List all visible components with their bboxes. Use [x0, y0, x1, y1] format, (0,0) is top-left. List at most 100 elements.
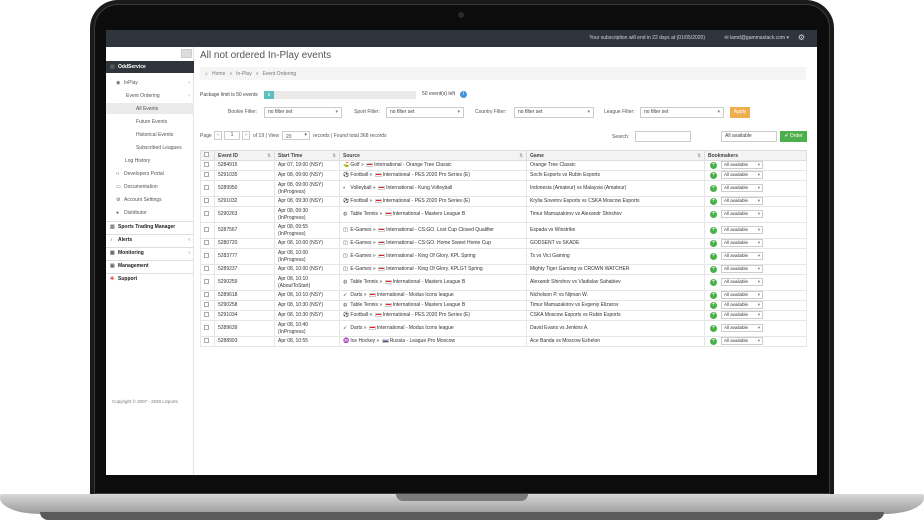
page-input[interactable]: 1 — [224, 131, 240, 140]
sidebar-item-distributor[interactable]: ● Distributor — [106, 207, 194, 218]
sidebar-item-support[interactable]: ✚ Support — [106, 273, 194, 284]
flag-icon — [368, 292, 376, 297]
bookmaker-select[interactable]: All available ▾ — [721, 301, 763, 310]
add-bookmaker-button[interactable]: + — [710, 239, 717, 247]
bookmaker-select[interactable]: All available ▾ — [721, 161, 763, 170]
sidebar-item-all-events[interactable]: All Events — [106, 103, 194, 114]
sidebar-item-management[interactable]: ▣ Management — [106, 260, 194, 271]
league-name: Orange Tree Classic — [406, 162, 452, 168]
add-bookmaker-button[interactable]: + — [710, 265, 717, 273]
chevron-down-icon: ▾ — [587, 109, 590, 115]
sidebar-collapse-button[interactable] — [181, 49, 192, 58]
row-checkbox[interactable] — [200, 336, 215, 347]
league-name: King Of Glory. KPLGT Spring — [418, 266, 483, 272]
bookmaker-select[interactable]: All available ▾ — [721, 265, 763, 274]
row-checkbox[interactable] — [200, 160, 215, 171]
start-time-cell: Apr 08, 09:55 (InProgress) — [274, 222, 340, 239]
row-checkbox[interactable] — [200, 310, 215, 321]
order-button[interactable]: ✔ Order — [780, 131, 807, 142]
row-checkbox[interactable] — [200, 320, 215, 337]
select-value: no filter set — [390, 109, 415, 115]
bookmaker-select[interactable]: All available ▾ — [721, 337, 763, 346]
sidebar-item-sports-trading-manager[interactable]: ▥ Sports Trading Manager — [106, 221, 194, 232]
column-start-time[interactable]: Start Time ⇅ — [274, 150, 340, 161]
bookmaker-select[interactable]: All available ▾ — [721, 291, 763, 300]
row-checkbox[interactable] — [200, 290, 215, 301]
prev-page-button[interactable]: ‹ — [214, 131, 222, 140]
column-source[interactable]: Source ⇅ — [339, 150, 527, 161]
sidebar-item-developers-portal[interactable]: ‹› Developers Portal — [106, 168, 194, 179]
add-bookmaker-button[interactable]: + — [710, 337, 717, 345]
availability-select[interactable]: All available — [721, 131, 777, 142]
sidebar-item-account-settings[interactable]: ⚙ Account Settings — [106, 194, 194, 205]
bookmaker-select[interactable]: All available ▾ — [721, 324, 763, 333]
bookmaker-select[interactable]: All available ▾ — [721, 171, 763, 180]
per-page-select[interactable]: 20 ▾ — [282, 131, 310, 140]
checkbox-icon — [204, 197, 209, 203]
row-checkbox[interactable] — [200, 196, 215, 207]
add-bookmaker-button[interactable]: + — [710, 226, 717, 234]
bookmaker-select[interactable]: All available ▾ — [721, 197, 763, 206]
sidebar-item-log-history[interactable]: Log History — [106, 155, 194, 166]
bookmaker-select[interactable]: All available ▾ — [721, 210, 763, 219]
add-bookmaker-button[interactable]: + — [710, 197, 717, 205]
breadcrumb-inplay[interactable]: In-Play — [236, 70, 252, 77]
row-checkbox[interactable] — [200, 170, 215, 181]
add-bookmaker-button[interactable]: + — [710, 161, 717, 169]
sidebar-item-inplay[interactable]: ◉ InPlay ‹ — [106, 77, 194, 88]
next-page-button[interactable]: › — [242, 131, 250, 140]
sidebar-item-historical-events[interactable]: Historical Events — [106, 129, 194, 140]
sidebar-item-future-events[interactable]: Future Events — [106, 116, 194, 127]
row-checkbox[interactable] — [200, 238, 215, 249]
add-bookmaker-button[interactable]: + — [710, 184, 717, 192]
sidebar-item-documentation[interactable]: ▭ Documentation — [106, 181, 194, 192]
page-of-label: of 19 | View — [253, 133, 279, 139]
sidebar-item-alerts[interactable]: ♪ Alerts ‹ — [106, 234, 194, 245]
league-filter-select[interactable]: no filter set ▾ — [640, 107, 724, 118]
sport-name: Golf — [350, 162, 360, 168]
user-menu[interactable]: ✉ lamd@gammastack.com ▾ — [724, 35, 789, 41]
info-icon[interactable]: i — [460, 91, 467, 98]
sport-filter-select[interactable]: no filter set ▾ — [386, 107, 464, 118]
gear-icon[interactable]: ⚙ — [797, 33, 805, 42]
bookmaker-select[interactable]: All available ▾ — [721, 226, 763, 235]
bookmakers-cell: + All available ▾ — [704, 196, 807, 207]
sidebar-item-event-ordering[interactable]: Event Ordering ‹ — [106, 90, 194, 101]
row-checkbox[interactable] — [200, 180, 215, 197]
column-game[interactable]: Game ⇅ — [526, 150, 705, 161]
sidebar-item-monitoring[interactable]: ▦ Monitoring ‹ — [106, 247, 194, 258]
row-checkbox[interactable] — [200, 264, 215, 275]
add-bookmaker-button[interactable]: + — [710, 291, 717, 299]
apply-filter-button[interactable]: Apply — [730, 107, 750, 118]
sidebar-item-label: Developers Portal — [124, 170, 164, 177]
bookie-filter-select[interactable]: no filter set ▾ — [264, 107, 342, 118]
row-checkbox[interactable] — [200, 206, 215, 223]
breadcrumb-home[interactable]: Home — [212, 70, 226, 77]
search-input[interactable] — [635, 131, 691, 142]
row-checkbox[interactable] — [200, 222, 215, 239]
add-bookmaker-button[interactable]: + — [710, 301, 717, 309]
row-checkbox[interactable] — [200, 274, 215, 291]
add-bookmaker-button[interactable]: + — [710, 252, 717, 260]
bookmaker-select[interactable]: All available ▾ — [721, 252, 763, 261]
add-bookmaker-button[interactable]: + — [710, 311, 717, 319]
bookmaker-select[interactable]: All available ▾ — [721, 239, 763, 248]
country-filter-select[interactable]: no filter set ▾ — [514, 107, 594, 118]
add-bookmaker-button[interactable]: + — [710, 171, 717, 179]
select-value: All available — [725, 133, 752, 139]
add-bookmaker-button[interactable]: + — [710, 324, 717, 332]
sidebar-item-label: All Events — [136, 105, 159, 112]
select-all-checkbox[interactable] — [200, 150, 215, 161]
bookmaker-select[interactable]: All available ▾ — [721, 184, 763, 193]
bookmaker-select[interactable]: All available ▾ — [721, 311, 763, 320]
row-checkbox[interactable] — [200, 300, 215, 311]
row-checkbox[interactable] — [200, 248, 215, 265]
country-name: International — [392, 211, 421, 217]
bookmaker-select[interactable]: All available ▾ — [721, 278, 763, 287]
add-bookmaker-button[interactable]: + — [710, 210, 717, 218]
column-event-id[interactable]: Event ID ⇅ — [214, 150, 275, 161]
sidebar-item-oddservice[interactable]: ▤ OddService — [106, 61, 194, 73]
sidebar-item-subscribed-leagues[interactable]: Subscribed Leagues — [106, 142, 194, 153]
odds-icon: ▤ — [110, 64, 115, 70]
add-bookmaker-button[interactable]: + — [710, 278, 717, 286]
